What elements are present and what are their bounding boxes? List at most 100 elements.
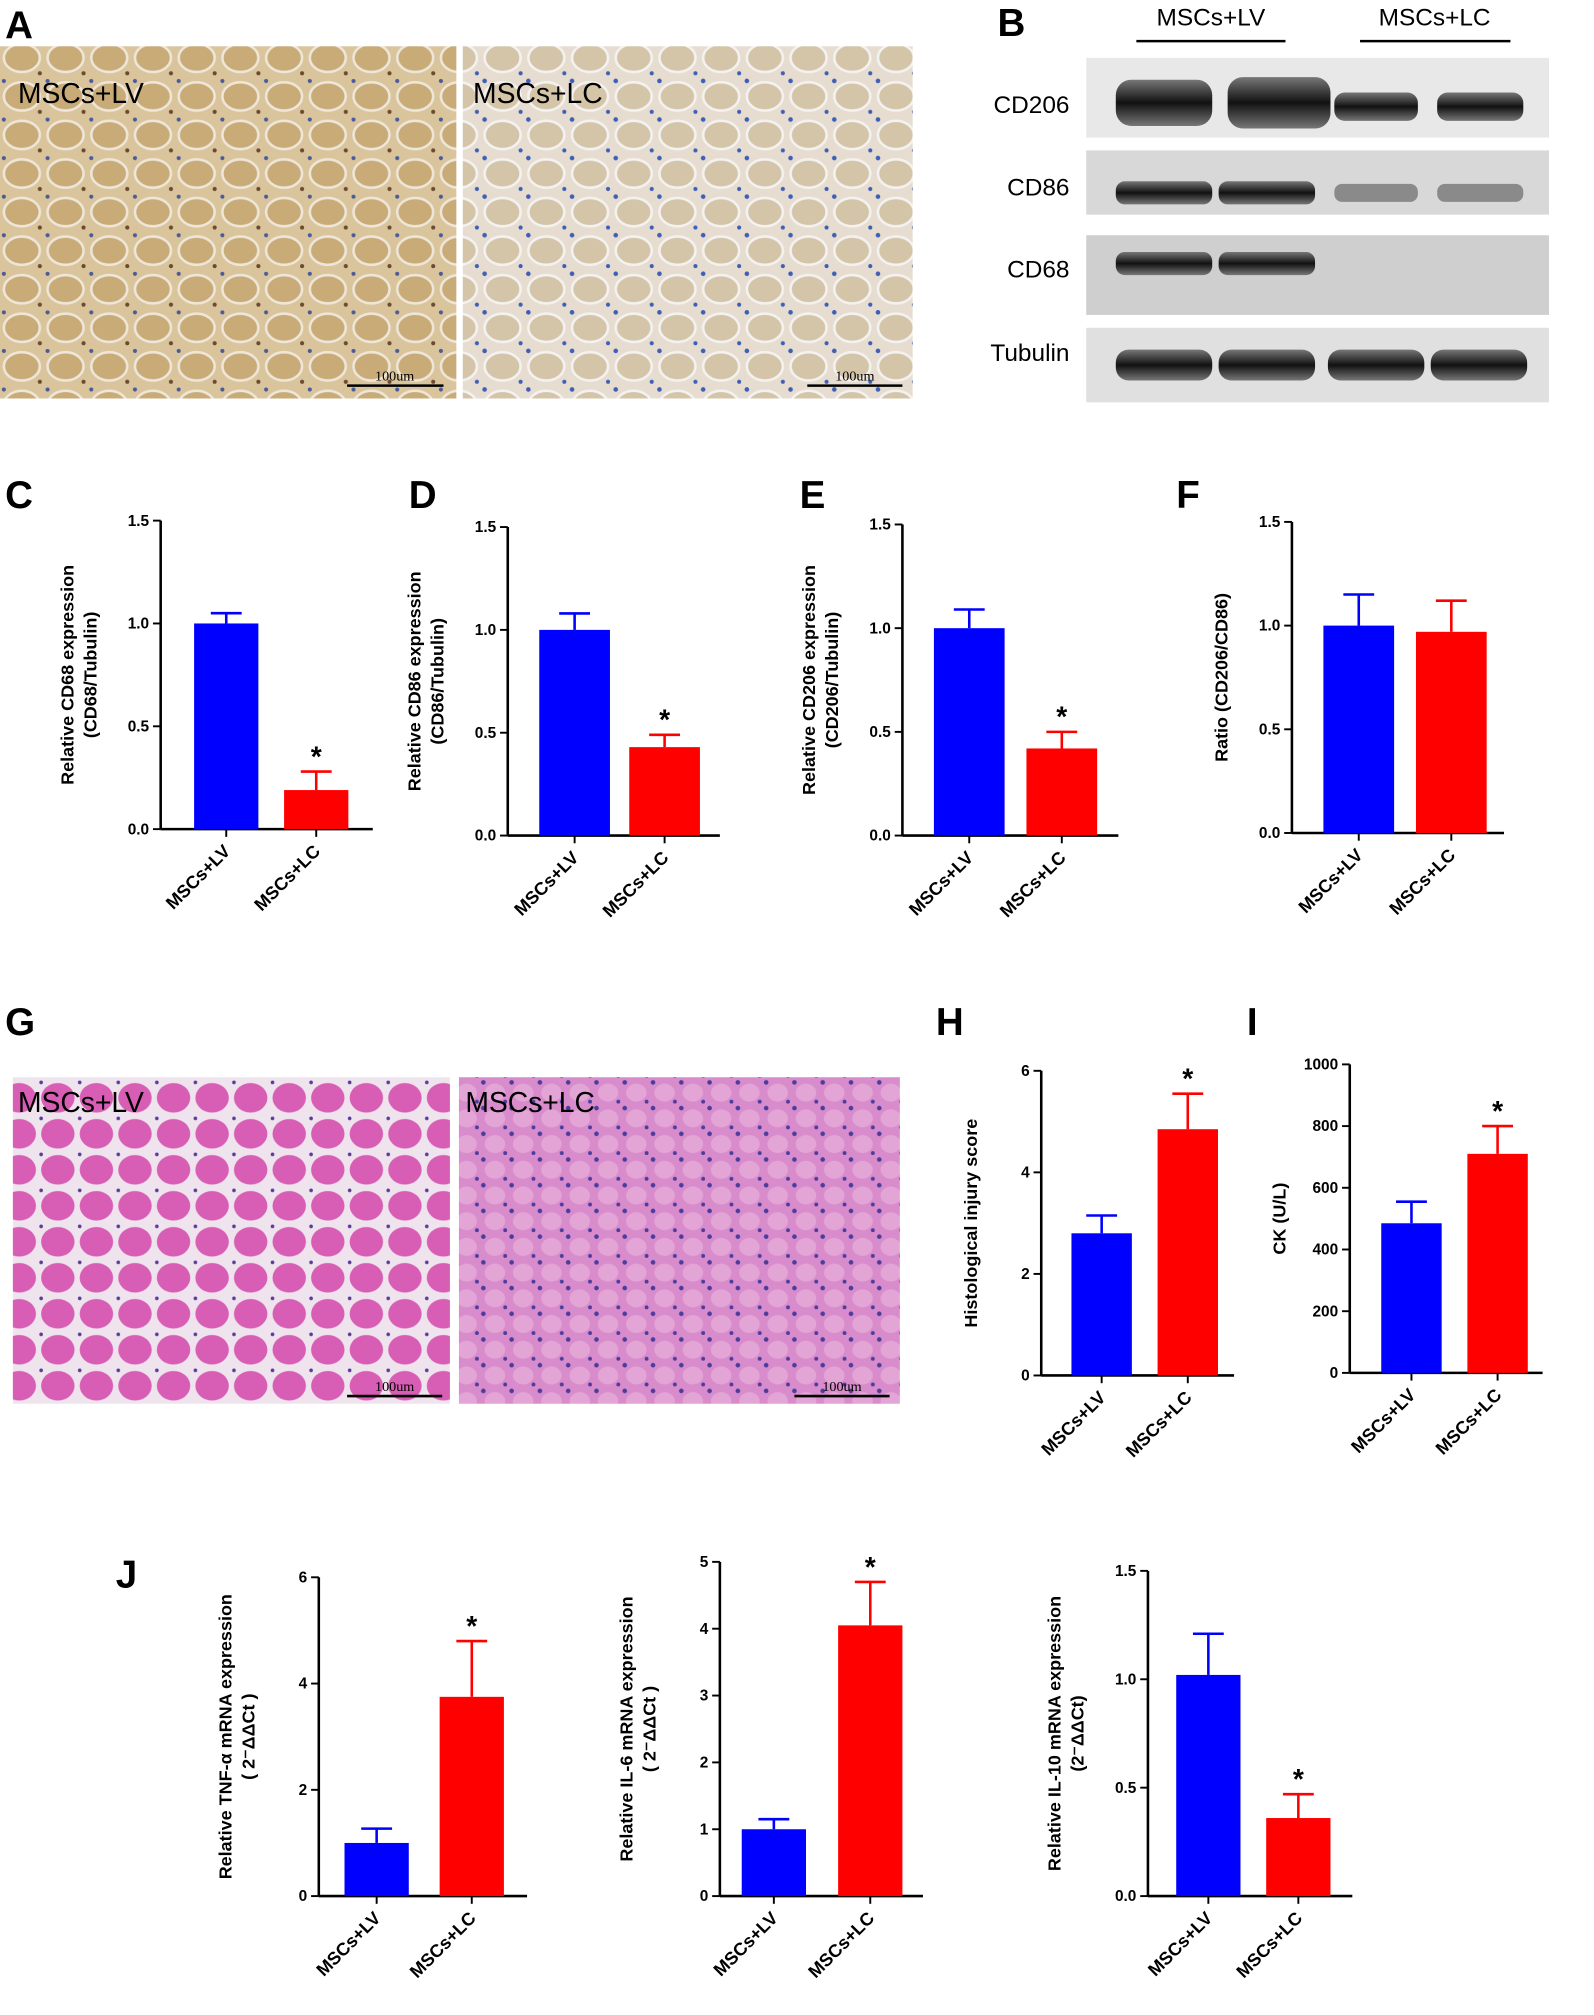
x-tick-label: MSCs+LC: [406, 1908, 480, 1982]
x-tick-label: MSCs+LC: [599, 847, 673, 921]
y-tick-label: 0.0: [1259, 825, 1280, 842]
image-label: MSCs+LV: [18, 77, 144, 109]
bar: [439, 1696, 504, 1897]
y-axis-label: Relative CD86 expression: [404, 571, 424, 791]
blot-label: Tubulin: [990, 340, 1069, 367]
panel-letter: H: [936, 1001, 964, 1044]
x-tick-label: MSCs+LV: [710, 1908, 782, 1980]
y-tick-label: 1.5: [1259, 514, 1281, 531]
y-axis-label: Relative IL-10 mRNA expression: [1045, 1596, 1065, 1871]
y-tick-label: 0.0: [475, 828, 496, 845]
y-tick-label: 600: [1312, 1180, 1338, 1197]
scale-label: 100um: [822, 1379, 861, 1395]
blot: [1086, 57, 1550, 403]
y-axis-label: Relative CD68 expression: [57, 565, 77, 785]
bar: [933, 628, 1005, 836]
y-axis-label: Relative IL-6 mRNA expression: [616, 1596, 636, 1861]
significance-mark: *: [466, 1610, 477, 1642]
y-tick-label: 1.0: [128, 616, 149, 633]
group-label: MSCs+LC: [1379, 5, 1491, 32]
x-tick-label: MSCs+LV: [1295, 845, 1367, 917]
ihc-image: [462, 46, 913, 399]
y-axis-label: Ratio (CD206/CD86): [1212, 593, 1232, 762]
y-axis-label: (CD206/Tubulin): [822, 612, 842, 749]
x-tick-label: MSCs+LV: [312, 1908, 384, 1980]
x-tick-label: MSCs+LC: [1432, 1385, 1506, 1459]
y-tick-label: 1.0: [1115, 1671, 1136, 1688]
y-axis-label: CK (U/L): [1269, 1183, 1289, 1255]
panel-letter: I: [1247, 1001, 1258, 1044]
y-axis-label: Relative TNF-α mRNA expression: [215, 1594, 235, 1879]
ihc-image: [0, 46, 457, 399]
image-label: MSCs+LV: [18, 1086, 144, 1118]
significance-mark: *: [659, 704, 670, 736]
bar: [284, 790, 349, 830]
y-tick-label: 1.5: [1115, 1563, 1137, 1580]
y-tick-label: 0: [1021, 1368, 1030, 1385]
image-label: MSCs+LC: [465, 1086, 595, 1118]
y-tick-label: 2: [299, 1782, 308, 1799]
bar: [194, 623, 259, 830]
y-tick-label: 0.5: [869, 724, 891, 741]
y-tick-label: 1.0: [475, 622, 496, 639]
bar: [1157, 1129, 1218, 1376]
x-tick-label: MSCs+LC: [804, 1908, 878, 1982]
blot-label: CD68: [1007, 257, 1069, 284]
x-tick-label: MSCs+LC: [1122, 1387, 1196, 1461]
bar: [1176, 1674, 1241, 1897]
significance-mark: *: [1056, 701, 1067, 733]
x-tick-label: MSCs+LC: [1232, 1908, 1306, 1982]
significance-mark: *: [1182, 1063, 1193, 1095]
bar: [344, 1842, 409, 1897]
x-tick-label: MSCs+LV: [162, 841, 234, 913]
y-tick-label: 5: [700, 1554, 709, 1571]
y-tick-label: 200: [1312, 1303, 1338, 1320]
image-label: MSCs+LC: [473, 77, 603, 109]
y-tick-label: 0: [1330, 1365, 1339, 1382]
he-image: [458, 1077, 900, 1404]
bar: [1071, 1233, 1132, 1376]
y-tick-label: 400: [1312, 1242, 1338, 1259]
bar: [741, 1829, 806, 1897]
x-tick-label: MSCs+LV: [1144, 1908, 1216, 1980]
y-tick-label: 1.5: [475, 519, 497, 536]
y-axis-label: ( 2⁻ΔΔCt ): [239, 1694, 259, 1780]
bar: [539, 629, 610, 836]
y-axis-label: (2⁻ΔΔCt): [1068, 1695, 1088, 1771]
x-tick-label: MSCs+LC: [996, 847, 1070, 921]
y-tick-label: 0.0: [128, 821, 149, 838]
scale-label: 100um: [835, 369, 874, 385]
panel-letter: A: [5, 5, 33, 48]
bar: [838, 1625, 903, 1897]
y-axis-label: (CD68/Tubulin): [80, 612, 100, 739]
y-tick-label: 1.5: [869, 517, 891, 534]
y-tick-label: 6: [1021, 1063, 1030, 1080]
x-tick-label: MSCs+LV: [1347, 1385, 1419, 1457]
x-tick-label: MSCs+LV: [1037, 1387, 1109, 1459]
y-tick-label: 800: [1312, 1118, 1338, 1135]
significance-mark: *: [1492, 1095, 1503, 1127]
blot-label: CD86: [1007, 174, 1069, 201]
bar: [1415, 631, 1487, 833]
y-tick-label: 2: [700, 1755, 709, 1772]
panel-letter: C: [5, 474, 33, 517]
y-axis-label: Relative CD206 expression: [799, 565, 819, 795]
y-tick-label: 1.0: [1259, 618, 1280, 635]
significance-mark: *: [1293, 1763, 1304, 1795]
y-tick-label: 0.5: [128, 718, 150, 735]
y-tick-label: 1000: [1304, 1057, 1338, 1074]
bar: [1467, 1153, 1528, 1373]
panel-letter: G: [5, 1001, 35, 1044]
scale-label: 100um: [375, 1379, 414, 1395]
scale-label: 100um: [375, 369, 414, 385]
y-tick-label: 0.5: [1115, 1780, 1137, 1797]
panel-letter: D: [409, 474, 437, 517]
x-tick-label: MSCs+LC: [250, 841, 324, 915]
significance-mark: *: [311, 740, 322, 772]
group-label: MSCs+LV: [1157, 5, 1266, 32]
y-axis-label: ( 2⁻ΔΔCt ): [640, 1686, 660, 1772]
y-tick-label: 0.5: [475, 725, 497, 742]
y-tick-label: 4: [1021, 1165, 1030, 1182]
y-tick-label: 1.5: [128, 513, 150, 530]
